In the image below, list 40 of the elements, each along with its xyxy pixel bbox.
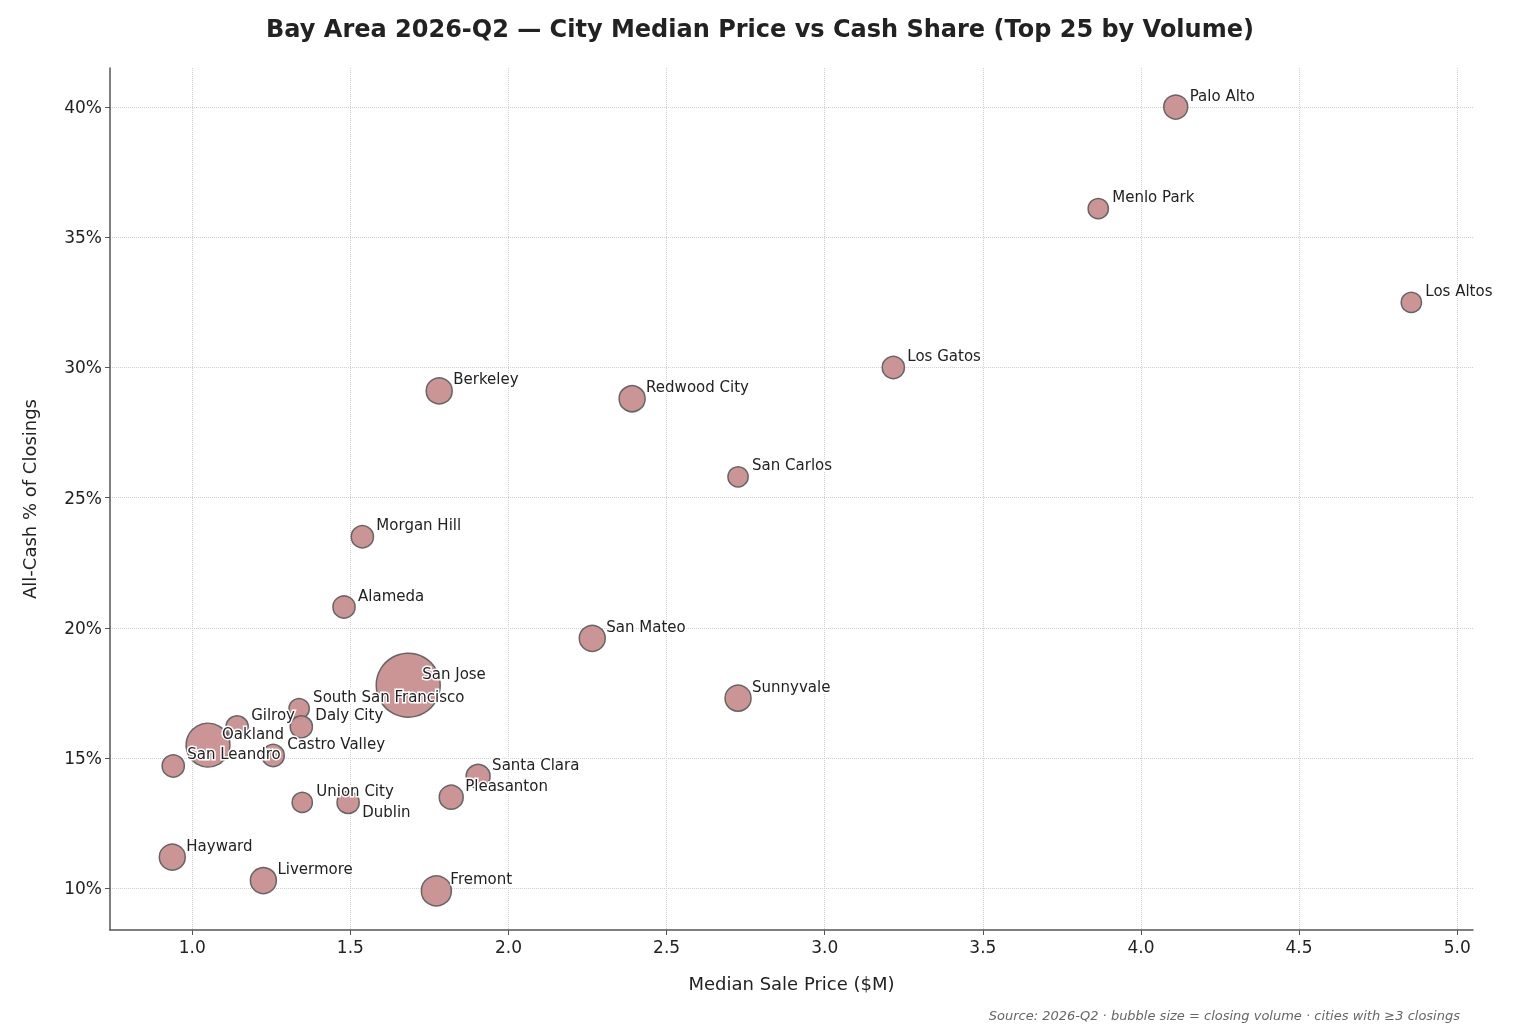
annotation: Alameda [358,586,425,605]
x-tick-label: 2.5 [653,936,681,957]
annotation: Livermore [277,860,353,879]
y-tick-label: 15% [64,748,102,769]
y-tick-label: 35% [64,227,102,248]
y-tick-label: 20% [64,617,102,638]
x-tick-label: 4.0 [1127,936,1155,957]
x-tick-label: 4.5 [1285,936,1313,957]
chart-title: Bay Area 2026-Q2 — City Median Price vs Cash Share (Top 25 by Volume) [266,15,1254,43]
y-axis-title: All-Cash % of Closings [18,399,40,599]
annotation: Santa Clara [492,755,580,774]
annotation: Palo Alto [1189,86,1255,105]
annotation: Berkeley [453,370,519,389]
x-axis-title: Median Sale Price ($M) [688,972,895,994]
x-tick-label: 1.5 [336,936,364,957]
annotation: Castro Valley [287,735,386,754]
y-tick-label: 40% [64,97,102,118]
annotation: Los Altos [1425,281,1493,300]
annotation: Redwood City [646,378,750,397]
annotation: San Mateo [606,617,686,636]
x-tick-label: 1.0 [178,936,206,957]
x-tick-label: 3.0 [811,936,839,957]
annotation: San Carlos [752,456,833,475]
y-tick-label: 10% [64,878,102,899]
annotation: Los Gatos [907,346,982,365]
annotation: Menlo Park [1112,188,1195,207]
annotation: Dublin [362,802,411,821]
y-tick-label: 30% [64,357,102,378]
source-note: Source: 2026-Q2 · bubble size = closing volume · cities with ≥3 closings [988,1008,1461,1023]
annotation: Morgan Hill [376,516,462,535]
annotation: Sunnyvale [752,677,831,696]
x-tick-label: 5.0 [1443,936,1471,957]
annotation: Union City [316,781,394,800]
x-tick-label: 2.0 [494,936,522,957]
x-tick-label: 3.5 [969,936,997,957]
annotation: Fremont [450,870,513,889]
annotation: Daly City [315,706,384,725]
y-tick-label: 25% [64,487,102,508]
annotation: Pleasanton [465,776,548,795]
annotation: Hayward [186,836,253,855]
